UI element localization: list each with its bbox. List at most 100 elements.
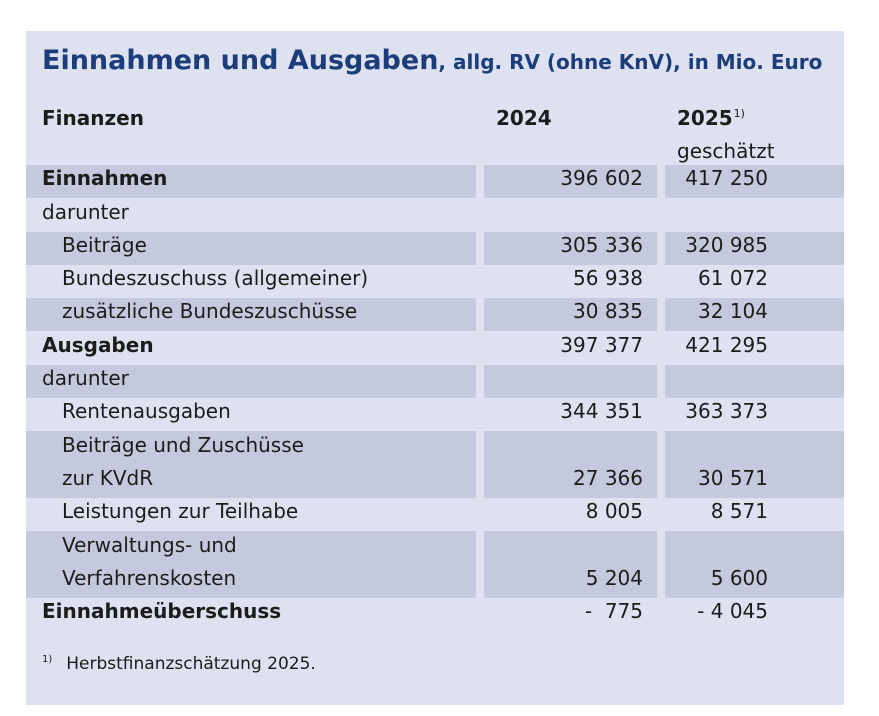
value-2024: 30 835	[573, 299, 643, 324]
table-row: Einnahmen 396 602 417 250	[26, 162, 844, 199]
footnote-text: Herbstfinanzschätzung 2025.	[66, 654, 316, 674]
value-2024-cell: 8 005	[484, 498, 657, 531]
row-label-cell: Verwaltungs- und Verfahrenskosten	[26, 531, 476, 598]
value-2025-cell: 421 295	[665, 332, 844, 365]
value-2024: - 775	[584, 599, 643, 624]
row-label: Verwaltungs- und Verfahrenskosten	[62, 529, 237, 595]
value-2025: 30 571	[698, 465, 768, 490]
row-label: Einnahmen	[42, 162, 167, 195]
row-label-line: Beiträge und Zuschüsse	[62, 432, 304, 457]
value-2024-cell: - 775	[484, 598, 657, 631]
row-label: Beiträge	[62, 229, 147, 262]
value-2024-cell: 5 204	[484, 531, 657, 598]
value-2025-cell: 417 250	[665, 165, 844, 199]
value-2024: 5 204	[585, 565, 643, 590]
row-label-cell: darunter	[26, 198, 476, 231]
header-2025: 20251)	[677, 106, 745, 130]
value-2024: 397 377	[560, 332, 643, 357]
value-2024-cell: 30 835	[484, 298, 657, 332]
row-label-cell: Beiträge und Zuschüsse zur KVdR	[26, 431, 476, 498]
value-2025-cell: - 4 045	[665, 598, 844, 631]
header-2025-footnote-mark: 1)	[733, 107, 745, 120]
header-2024: 2024	[496, 106, 552, 130]
row-label: Ausgaben	[42, 329, 154, 362]
table-row: Einnahmeüberschuss - 775 - 4 045	[26, 598, 844, 631]
row-label-line: Rentenausgaben	[62, 399, 231, 424]
footnote-mark: 1)	[42, 654, 53, 665]
row-label: Beiträge und Zuschüsse zur KVdR	[62, 429, 304, 495]
value-2024: 56 938	[573, 266, 643, 291]
value-2025: 421 295	[685, 332, 768, 357]
table-row: Beiträge 305 336 320 985	[26, 229, 844, 265]
value-2025: 8 571	[710, 499, 768, 524]
row-label: Einnahmeüberschuss	[42, 595, 281, 628]
value-2025: 32 104	[698, 299, 768, 324]
value-2025-cell: 30 571	[665, 431, 844, 498]
row-label-line: zur KVdR	[62, 465, 154, 490]
value-2025: 61 072	[698, 266, 768, 291]
value-2025: 5 600	[710, 565, 768, 590]
row-label-line: Leistungen zur Teilhabe	[62, 499, 299, 524]
header-2025-note: geschätzt	[677, 139, 775, 163]
row-label-line: Verwaltungs- und	[62, 532, 237, 557]
title-sub: , allg. RV (ohne KnV), in Mio. Euro	[438, 50, 823, 74]
value-2025: 363 373	[685, 399, 768, 424]
value-2025-cell: 5 600	[665, 531, 844, 598]
table-row: Beiträge und Zuschüsse zur KVdR 27 366 30 5…	[26, 431, 844, 498]
row-label-cell: Einnahmen	[26, 162, 476, 199]
row-label-cell: zusätzliche Bundeszuschüsse	[26, 295, 476, 332]
row-label: darunter	[42, 196, 129, 229]
table-row: Verwaltungs- und Verfahrenskosten 5 204 5 6…	[26, 531, 844, 598]
value-2025-cell: 61 072	[665, 265, 844, 298]
row-label-cell: Leistungen zur Teilhabe	[26, 498, 476, 531]
row-label: Bundeszuschuss (allgemeiner)	[62, 262, 368, 295]
value-2024-cell: 27 366	[484, 431, 657, 498]
row-label: Leistungen zur Teilhabe	[62, 495, 298, 528]
value-2025-cell	[665, 364, 844, 399]
value-2025: 320 985	[685, 232, 768, 257]
table-title: Einnahmen und Ausgaben, allg. RV (ohne K…	[42, 45, 822, 76]
row-label: darunter	[42, 362, 129, 395]
value-2024-cell: 397 377	[484, 332, 657, 365]
table-row: darunter	[26, 198, 844, 231]
value-2024: 8 005	[585, 499, 643, 524]
value-2025-cell: 32 104	[665, 298, 844, 332]
value-2025-cell: 363 373	[665, 398, 844, 431]
value-2024-cell	[484, 364, 657, 399]
value-2024: 27 366	[573, 465, 643, 490]
row-label-cell: Rentenausgaben	[26, 398, 476, 431]
row-label-line: Einnahmeüberschuss	[42, 599, 282, 624]
value-2025-cell: 320 985	[665, 231, 844, 265]
row-label-line: zusätzliche Bundeszuschüsse	[62, 299, 358, 324]
value-2024-cell: 344 351	[484, 398, 657, 431]
header-finanzen: Finanzen	[42, 106, 144, 130]
value-2024: 305 336	[560, 232, 643, 257]
row-label-line: darunter	[42, 366, 129, 391]
table-row: zusätzliche Bundeszuschüsse 30 835 32 104	[26, 295, 844, 332]
title-main: Einnahmen und Ausgaben	[42, 45, 439, 76]
row-label-line: Beiträge	[62, 232, 147, 257]
table-row: darunter	[26, 362, 844, 399]
row-label-cell: darunter	[26, 362, 476, 399]
footnote: 1) Herbstfinanzschätzung 2025.	[42, 654, 316, 674]
header-2025-year: 2025	[677, 106, 733, 130]
table-row: Ausgaben 397 377 421 295	[26, 332, 844, 365]
row-label: zusätzliche Bundeszuschüsse	[62, 295, 357, 328]
value-2025-cell: 8 571	[665, 498, 844, 531]
row-label-line: darunter	[42, 199, 129, 224]
row-label: Rentenausgaben	[62, 395, 231, 428]
row-label-cell: Bundeszuschuss (allgemeiner)	[26, 265, 476, 298]
table-row: Rentenausgaben 344 351 363 373	[26, 398, 844, 431]
row-label-cell: Einnahmeüberschuss	[26, 598, 476, 631]
row-label-cell: Beiträge	[26, 229, 476, 265]
row-label-line: Verfahrenskosten	[62, 565, 237, 590]
row-label-line: Einnahmen	[42, 166, 168, 191]
row-label-line: Ausgaben	[42, 332, 154, 357]
value-2024-cell: 305 336	[484, 231, 657, 265]
value-2025: - 4 045	[697, 599, 768, 624]
value-2024-cell: 396 602	[484, 165, 657, 199]
value-2024-cell: 56 938	[484, 265, 657, 298]
row-label-cell: Ausgaben	[26, 332, 476, 365]
value-2024: 396 602	[560, 166, 643, 191]
table-row: Bundeszuschuss (allgemeiner) 56 938 61 072	[26, 265, 844, 298]
